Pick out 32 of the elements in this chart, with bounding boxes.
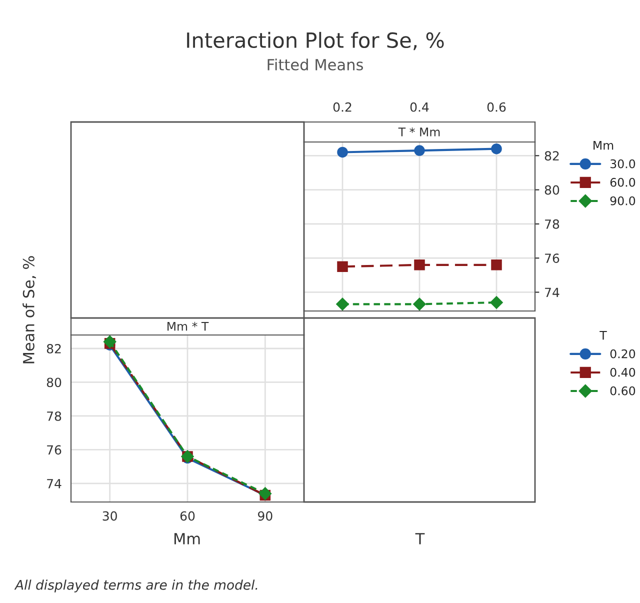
y-tick-label: 76	[47, 445, 62, 455]
text: All displayed terms are in the model.	[14, 580, 258, 592]
legend-title: Mm	[594, 140, 614, 150]
y-tick-label: 82	[544, 151, 559, 161]
text: T * Mm	[398, 127, 440, 136]
legend-label: 0.40	[610, 368, 636, 377]
legend-label: 30.0	[610, 159, 636, 168]
x-axis-title: T	[415, 533, 425, 544]
y-tick-label: 82	[46, 344, 61, 354]
x-tick-label: 60	[180, 511, 195, 521]
x-tick-label: 0.6	[487, 102, 506, 112]
x-tick-label: 0.2	[333, 102, 352, 112]
y-tick-label: 80	[46, 378, 62, 388]
y-tick-label: 80	[544, 185, 560, 195]
y-tick-label: 78	[47, 411, 62, 421]
legend-label: 60.0	[610, 178, 636, 187]
y-axis-title: Mean of Se, %	[22, 256, 36, 364]
y-tick-label: 76	[545, 254, 560, 264]
x-tick-label: 90	[258, 511, 272, 521]
chart-title: Interaction Plot for Se, %	[187, 32, 444, 50]
text: Mm * T	[168, 322, 209, 331]
x-tick-label: 0.4	[410, 102, 429, 112]
legend-label: 90.0	[610, 196, 636, 206]
legend-label: 0.60	[610, 386, 636, 396]
x-axis-title: Mm	[174, 533, 200, 544]
y-tick-label: 74	[545, 288, 560, 297]
x-tick-label: 30	[102, 511, 117, 521]
chart-subtitle: Fitted Means	[268, 58, 363, 70]
legend-title: T	[600, 330, 607, 340]
y-tick-label: 78	[545, 219, 560, 229]
legend-label: 0.20	[610, 349, 636, 358]
y-tick-label: 74	[47, 479, 62, 488]
